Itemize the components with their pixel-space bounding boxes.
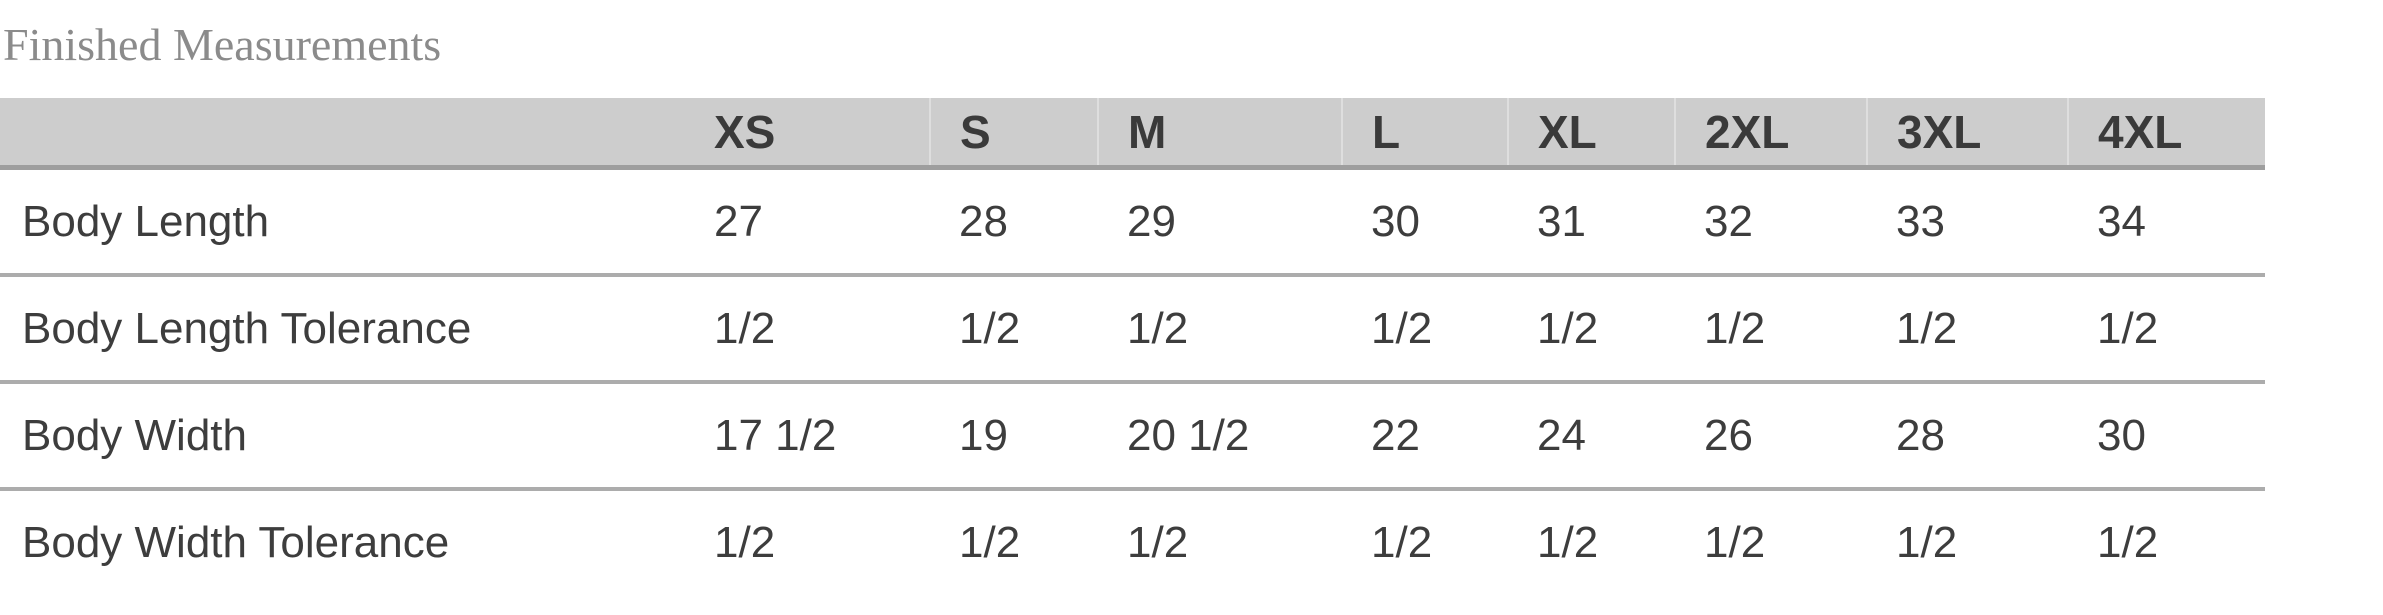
row-label: Body Length Tolerance: [0, 275, 685, 384]
finished-measurements-table: XS S M L XL 2XL 3XL 4XL Body Length 27 2…: [0, 98, 2265, 594]
size-column-header-s: S: [929, 98, 1098, 170]
size-column-header-2xl: 2XL: [1674, 98, 1867, 170]
measurement-cell: 22: [1342, 382, 1508, 491]
table-row-body-length-tolerance: Body Length Tolerance 1/2 1/2 1/2 1/2 1/…: [0, 275, 2265, 384]
size-column-header-xl: XL: [1507, 98, 1675, 170]
measurement-cell: 1/2: [930, 275, 1098, 384]
measurement-cell: 30: [1342, 167, 1508, 277]
measurement-cell: 1/2: [1371, 517, 1433, 567]
measurement-cell: 1/2: [1704, 517, 1766, 567]
corner-header-cell: [0, 98, 685, 170]
measurement-cell: 1/2: [1342, 275, 1508, 384]
size-column-header-m: M: [1097, 98, 1342, 170]
measurement-cell: 32: [1675, 167, 1867, 277]
measurement-cell: 1/2: [1127, 517, 1189, 567]
size-column-header-xs: XS: [685, 98, 930, 170]
measurement-cell: 28: [930, 167, 1098, 277]
measurement-cell: 17 1/2: [685, 382, 930, 491]
measurement-cell: 20 1/2: [1098, 382, 1342, 491]
measurement-cell: 27: [685, 167, 930, 277]
measurement-cell: 1/2: [2097, 517, 2159, 567]
measurement-cell: 1/2: [685, 275, 930, 384]
measurement-cell: 19: [930, 382, 1098, 491]
measurement-cell: 1/2: [1537, 517, 1599, 567]
measurement-cell: 1/2: [1867, 275, 2068, 384]
measurement-cell: 34: [2068, 167, 2265, 277]
measurement-cell: 31: [1508, 167, 1675, 277]
measurement-cell: 29: [1098, 167, 1342, 277]
measurement-cell: 1/2: [1675, 275, 1867, 384]
measurement-cell: 1/2: [1896, 517, 1958, 567]
table-row-body-length: Body Length 27 28 29 30 31 32 33 34: [0, 167, 2265, 277]
measurement-cell: 1/2: [1508, 275, 1675, 384]
measurement-cell: 1/2: [714, 517, 776, 567]
size-column-header-3xl: 3XL: [1866, 98, 2068, 170]
size-column-header-l: L: [1341, 98, 1508, 170]
size-column-header-4xl: 4XL: [2067, 98, 2265, 170]
table-row-body-width-tolerance: Body Width Tolerance 1/2 1/2 1/2 1/2 1/2…: [0, 489, 2265, 594]
measurement-cell: 1/2: [1098, 275, 1342, 384]
header-row: XS S M L XL 2XL 3XL 4XL: [0, 98, 2265, 170]
page-title: Finished Measurements: [3, 19, 442, 70]
measurement-cell: 26: [1675, 382, 1867, 491]
measurement-cell: 1/2: [2068, 275, 2265, 384]
row-label: Body Width: [0, 382, 685, 491]
table-row-body-width: Body Width 17 1/2 19 20 1/2 22 24 26 28 …: [0, 382, 2265, 491]
measurement-cell: 1/2: [959, 517, 1021, 567]
measurement-cell: 30: [2068, 382, 2265, 491]
row-label: Body Width Tolerance: [22, 517, 450, 567]
measurement-cell: 24: [1508, 382, 1675, 491]
measurement-cell: 33: [1867, 167, 2068, 277]
measurement-cell: 28: [1867, 382, 2068, 491]
row-label: Body Length: [0, 167, 685, 277]
